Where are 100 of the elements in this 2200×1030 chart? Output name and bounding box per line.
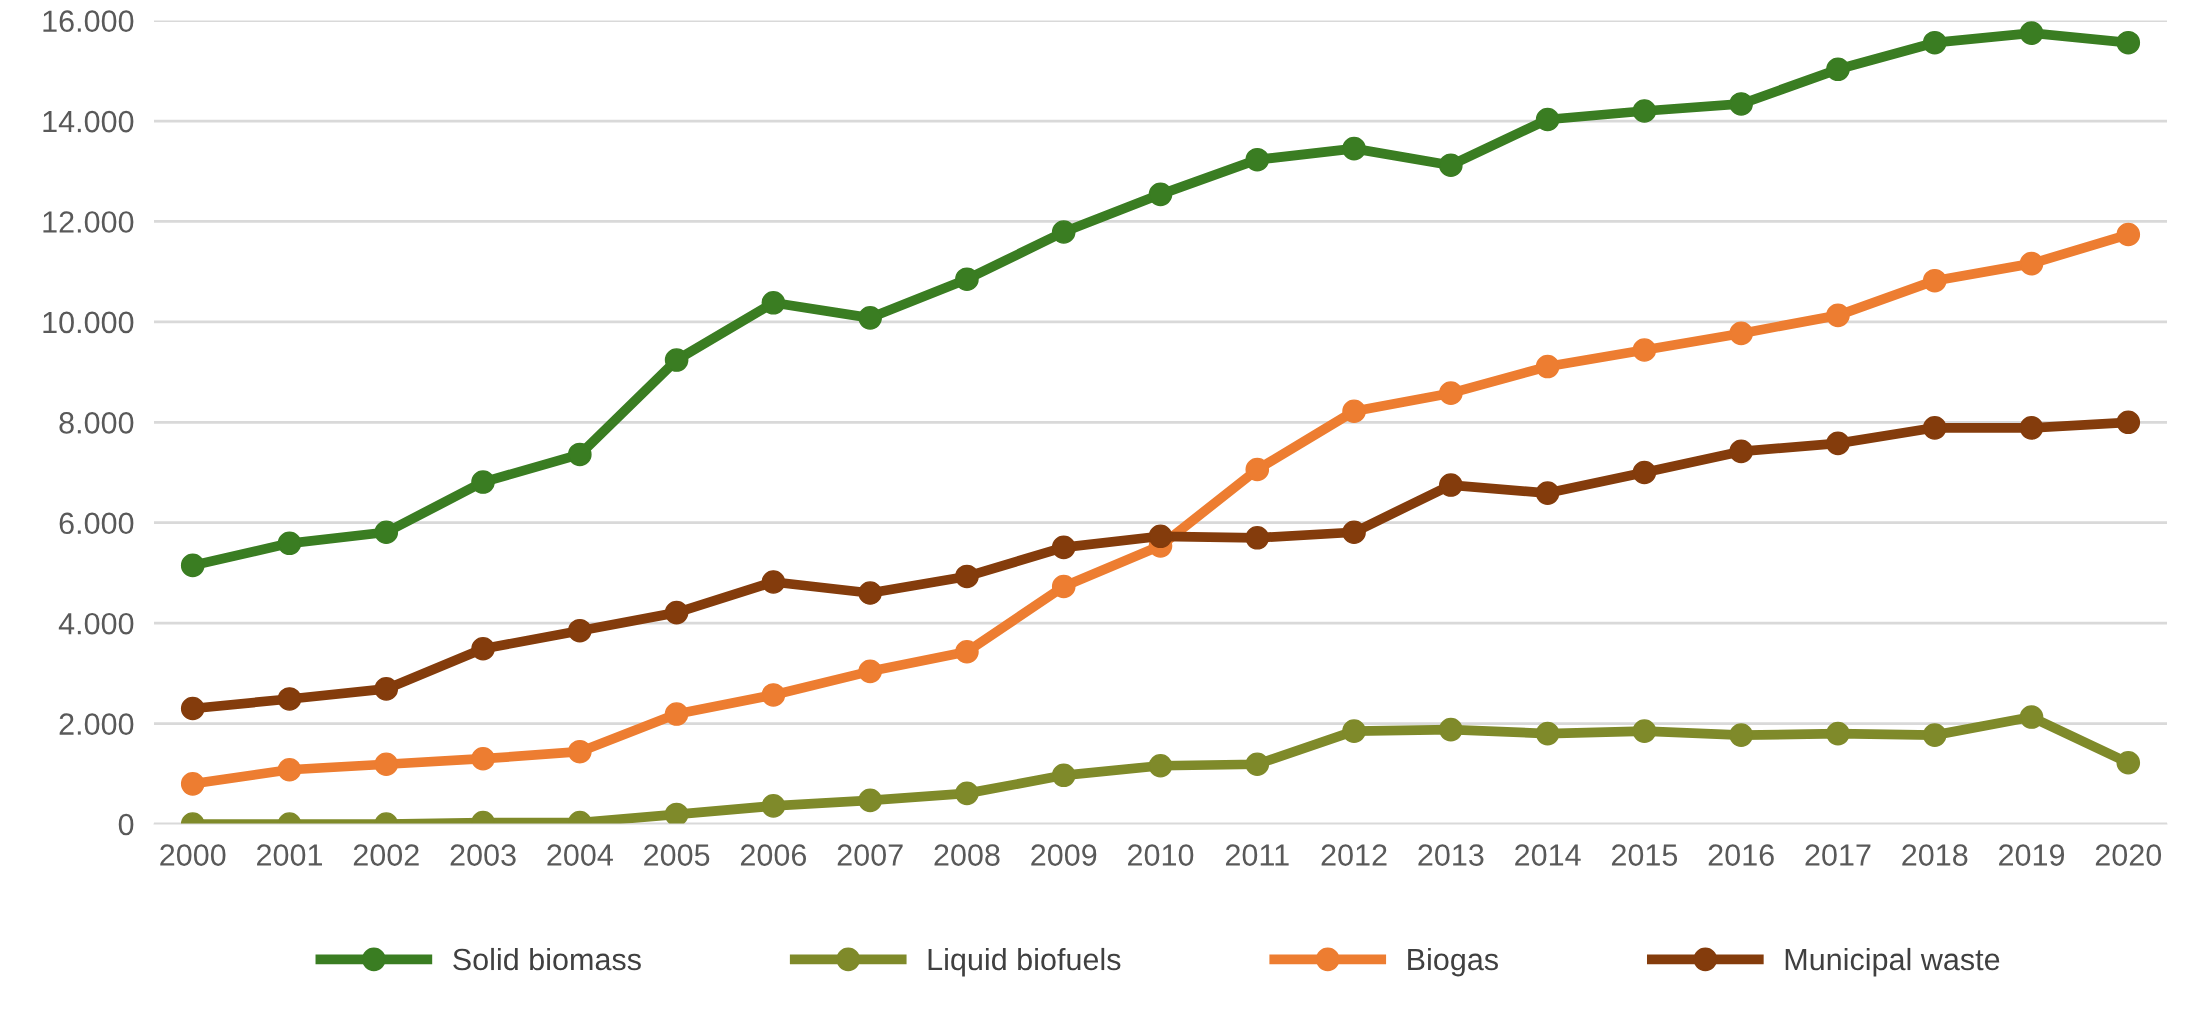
point bbox=[568, 442, 592, 467]
x-tick-label: 2000 bbox=[160, 844, 226, 866]
point bbox=[1632, 338, 1657, 362]
point bbox=[374, 752, 399, 777]
point bbox=[761, 290, 786, 315]
point bbox=[1245, 525, 1270, 550]
x-tick-label: 2002 bbox=[353, 844, 419, 866]
point bbox=[568, 618, 592, 643]
point bbox=[180, 553, 205, 578]
x-tick-label: 2016 bbox=[1708, 844, 1774, 866]
x-tick-label: 2008 bbox=[934, 844, 1000, 866]
x-tick-label: 2014 bbox=[1515, 844, 1581, 866]
point bbox=[471, 636, 495, 661]
point bbox=[1245, 457, 1270, 482]
point bbox=[1439, 473, 1463, 497]
point bbox=[1342, 399, 1366, 424]
point bbox=[180, 772, 205, 796]
point bbox=[1632, 99, 1657, 123]
point bbox=[1148, 753, 1173, 778]
point bbox=[1729, 439, 1753, 464]
point bbox=[374, 520, 399, 545]
point bbox=[568, 739, 592, 764]
y-tick-label: 8.000 bbox=[59, 412, 134, 434]
x-tick-label: 2009 bbox=[1031, 844, 1097, 866]
x-tick-label: 2017 bbox=[1805, 844, 1871, 866]
x-tick-label: 2012 bbox=[1321, 844, 1387, 866]
point bbox=[761, 794, 786, 818]
y-tick-label: 16.000 bbox=[43, 10, 134, 32]
y-tick-label: 4.000 bbox=[58, 612, 134, 635]
point bbox=[1439, 381, 1463, 405]
point bbox=[2116, 750, 2141, 775]
point bbox=[1051, 763, 1076, 788]
point bbox=[1826, 57, 1850, 82]
x-tick-label: 2020 bbox=[2095, 844, 2162, 866]
legend-label: Liquid biofuels bbox=[928, 947, 1121, 977]
point bbox=[858, 581, 882, 605]
point bbox=[1439, 153, 1463, 178]
point bbox=[2116, 222, 2141, 247]
point bbox=[2116, 30, 2141, 55]
legend-label: Solid biomass bbox=[453, 947, 641, 971]
point bbox=[1051, 220, 1076, 244]
x-tick-label: 2005 bbox=[644, 844, 710, 866]
point bbox=[1826, 721, 1850, 746]
point bbox=[277, 757, 302, 782]
point bbox=[1342, 719, 1366, 743]
point bbox=[2019, 21, 2044, 45]
point bbox=[471, 470, 495, 494]
x-tick-label: 2007 bbox=[837, 844, 903, 866]
point bbox=[664, 600, 689, 625]
point bbox=[1729, 723, 1753, 747]
y-tick-label: 6.000 bbox=[59, 512, 134, 535]
y-tick-label: 14.000 bbox=[43, 110, 134, 133]
x-tick-label: 2004 bbox=[547, 844, 613, 866]
x-tick-label: 2011 bbox=[1225, 844, 1289, 866]
point bbox=[1245, 752, 1270, 777]
point bbox=[1051, 574, 1076, 599]
point bbox=[1148, 524, 1173, 549]
point bbox=[1922, 30, 1947, 55]
y-tick-label: 12.000 bbox=[43, 211, 134, 233]
point bbox=[955, 564, 979, 589]
point bbox=[277, 531, 302, 556]
point bbox=[1729, 92, 1753, 116]
point bbox=[955, 781, 979, 806]
x-tick-label: 2015 bbox=[1611, 844, 1678, 866]
point bbox=[664, 348, 689, 372]
point bbox=[1826, 431, 1850, 456]
point bbox=[180, 696, 205, 721]
y-tick-label: 10.000 bbox=[43, 311, 134, 334]
legend-label: Municipal waste bbox=[1785, 947, 2000, 977]
y-tick-label: 2.000 bbox=[59, 713, 134, 735]
point bbox=[1922, 416, 1947, 440]
point bbox=[761, 683, 786, 707]
x-tick-label: 2018 bbox=[1902, 844, 1968, 866]
point bbox=[1826, 303, 1850, 328]
point bbox=[1148, 182, 1173, 207]
point bbox=[2019, 251, 2044, 276]
point bbox=[1245, 147, 1270, 172]
point bbox=[1342, 136, 1366, 161]
point bbox=[1729, 321, 1753, 346]
x-tick-label: 2010 bbox=[1128, 844, 1194, 866]
point bbox=[2116, 410, 2141, 435]
point bbox=[858, 788, 882, 813]
point bbox=[1922, 723, 1947, 747]
point bbox=[955, 267, 979, 292]
point bbox=[1342, 520, 1366, 545]
point bbox=[1535, 354, 1560, 379]
point bbox=[1051, 535, 1076, 560]
x-tick-label: 2003 bbox=[450, 844, 516, 866]
point bbox=[1632, 719, 1657, 743]
point bbox=[1535, 721, 1560, 746]
point bbox=[1632, 460, 1657, 485]
point bbox=[955, 639, 979, 664]
point bbox=[1535, 481, 1560, 505]
point bbox=[858, 659, 882, 684]
point bbox=[1535, 107, 1560, 132]
point bbox=[374, 677, 399, 701]
point bbox=[1439, 717, 1463, 742]
point bbox=[664, 802, 689, 824]
point bbox=[471, 746, 495, 771]
x-tick-label: 2001 bbox=[257, 844, 322, 866]
